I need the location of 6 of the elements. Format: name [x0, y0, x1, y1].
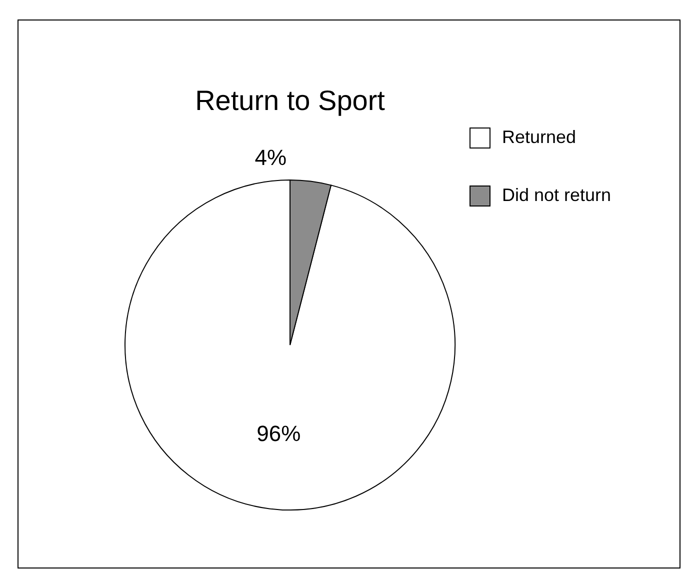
- data-label: 96%: [256, 420, 301, 446]
- pie-slice: [124, 180, 456, 510]
- legend-label: Returned: [502, 126, 576, 147]
- data-label: 4%: [254, 145, 287, 170]
- legend-label: Did not return: [502, 184, 612, 205]
- chart-title: Return to Sport: [195, 85, 386, 116]
